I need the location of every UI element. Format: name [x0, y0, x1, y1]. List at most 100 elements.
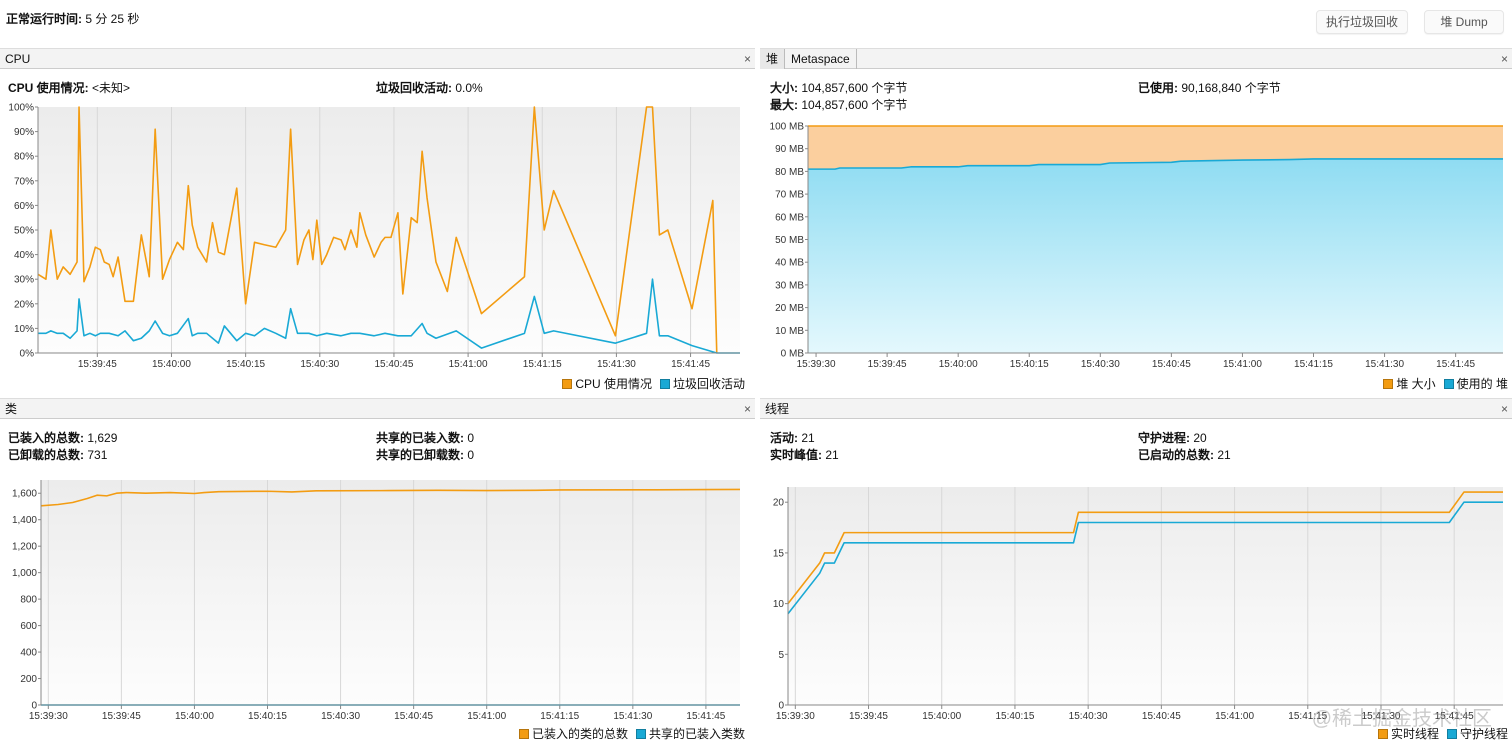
x-tick-label: 15:39:30 [29, 711, 68, 722]
x-tick-label: 15:40:15 [248, 711, 287, 722]
classes-panel-title: 类 [5, 402, 18, 416]
heap-chart: 15:39:30 15:39:45 15:40:00 15:40:15 15:40:30… [770, 122, 1503, 370]
series-line-1 [808, 158, 1503, 170]
blue-swatch-icon [1443, 379, 1454, 389]
label: 已装入的总数: [8, 431, 84, 445]
series-line-1 [38, 278, 740, 354]
cpu-panel-title: CPU [5, 52, 31, 66]
x-tick-label: 15:41:15 [1294, 359, 1333, 370]
x-tick-label: 15:41:30 [613, 711, 652, 722]
series-area-1 [808, 158, 1503, 353]
perform-gc-button[interactable]: 执行垃圾回收 [1316, 10, 1408, 34]
heap-size-label: 大小: [770, 81, 798, 95]
value: 0 [467, 431, 475, 445]
x-tick-label: 15:40:45 [1142, 711, 1181, 722]
threads-legend: 实时线程 守护线程 [1377, 725, 1508, 742]
gc-activity-label: 垃圾回收活动: [376, 81, 452, 95]
x-tick-label: 15:41:00 [1215, 711, 1254, 722]
x-tick-label: 15:39:45 [78, 359, 117, 370]
y-tick-label: 15 [773, 548, 785, 559]
heap-max: 最大: 104,857,600 个字节 [770, 96, 907, 113]
x-tick-label: 15:41:15 [540, 711, 579, 722]
x-tick-label: 15:40:45 [394, 711, 433, 722]
series-line-0 [37, 106, 718, 354]
legend-item: CPU 使用情况 [562, 375, 652, 392]
legend-item: 共享的已装入类数 [635, 725, 745, 742]
tab-metaspace[interactable]: Metaspace [785, 49, 857, 69]
heap-size-value: 104,857,600 个字节 [801, 81, 908, 95]
cpu-usage-value: <未知> [92, 81, 131, 95]
legend-label: 使用的 堆 [1456, 377, 1508, 391]
y-tick-label: 20% [14, 299, 34, 310]
x-tick-label: 15:40:45 [1152, 359, 1191, 370]
x-tick-label: 15:39:45 [102, 711, 141, 722]
threads-panel-title: 线程 [765, 402, 790, 416]
uptime: 正常运行时间: 5 分 25 秒 [6, 10, 139, 27]
x-tick-label: 15:39:30 [776, 711, 815, 722]
y-tick-label: 40 MB [775, 258, 804, 269]
y-tick-label: 400 [20, 648, 37, 659]
classes-chart: 15:39:30 15:39:45 15:40:00 15:40:15 15:40:30… [12, 480, 741, 722]
blue-swatch-icon [635, 729, 646, 739]
label: 已启动的总数: [1138, 448, 1214, 462]
y-tick-label: 80% [14, 152, 34, 163]
uptime-label: 正常运行时间: [6, 12, 82, 26]
x-tick-label: 15:39:30 [797, 359, 836, 370]
value: 21 [1217, 448, 1231, 462]
y-tick-label: 1,400 [12, 515, 37, 526]
plot-background [41, 480, 740, 705]
plot-background [38, 107, 740, 353]
gc-activity-value: 0.0% [455, 81, 483, 95]
x-tick-label: 15:40:00 [152, 359, 191, 370]
watermark: @稀土掘金技术社区 [1311, 708, 1492, 730]
orange-swatch-icon [562, 379, 573, 389]
close-icon[interactable]: × [1500, 402, 1508, 416]
cpu-chart: 15:39:45 15:40:00 15:40:15 15:40:30 15:40:45… [8, 103, 740, 370]
y-tick-label: 60% [14, 201, 34, 212]
close-icon[interactable]: × [743, 402, 751, 416]
label: 共享的已卸载数: [376, 448, 464, 462]
y-tick-label: 0 MB [781, 349, 805, 360]
legend-item: 守护线程 [1446, 725, 1508, 742]
x-tick-label: 15:39:45 [868, 359, 907, 370]
y-tick-label: 70 MB [775, 190, 804, 201]
x-tick-label: 15:40:00 [922, 711, 961, 722]
x-tick-label: 15:40:15 [226, 359, 265, 370]
legend-label: 实时线程 [1390, 727, 1439, 741]
label: 共享的已装入数: [376, 431, 464, 445]
heap-used-value: 90,168,840 个字节 [1181, 81, 1281, 95]
shared-loaded: 共享的已装入数: 0 [376, 429, 474, 446]
y-tick-label: 1,000 [12, 568, 37, 579]
classes-legend: 已装入的类的总数 共享的已装入类数 [518, 725, 745, 742]
x-tick-label: 15:41:15 [1288, 711, 1327, 722]
orange-swatch-icon [1383, 379, 1394, 389]
x-tick-label: 15:41:15 [523, 359, 562, 370]
y-tick-label: 200 [20, 674, 37, 685]
tab-heap[interactable]: 堆 [760, 49, 786, 69]
y-tick-label: 50% [14, 226, 34, 237]
close-icon[interactable]: × [1500, 52, 1508, 66]
x-tick-label: 15:41:00 [467, 711, 506, 722]
heap-dump-button[interactable]: 堆 Dump [1424, 10, 1504, 34]
heap-max-label: 最大: [770, 98, 798, 112]
legend-item: 垃圾回收活动 [659, 375, 745, 392]
series-line-0 [40, 488, 741, 507]
x-tick-label: 15:40:00 [175, 711, 214, 722]
y-tick-label: 80 MB [775, 167, 804, 178]
y-tick-label: 30% [14, 275, 34, 286]
cpu-legend: CPU 使用情况 垃圾回收活动 [562, 375, 745, 392]
series-line-0 [787, 491, 1503, 605]
heap-max-value: 104,857,600 个字节 [801, 98, 908, 112]
y-tick-label: 0% [20, 349, 35, 360]
heap-size: 大小: 104,857,600 个字节 [770, 79, 907, 96]
value: 20 [1193, 431, 1207, 445]
value: 0 [467, 448, 475, 462]
close-icon[interactable]: × [743, 52, 751, 66]
cpu-usage-label: CPU 使用情况: [8, 81, 89, 95]
y-tick-label: 100% [8, 103, 34, 114]
y-tick-label: 10 MB [775, 326, 804, 337]
x-tick-label: 15:41:45 [1435, 711, 1474, 722]
y-tick-label: 1,200 [12, 542, 37, 553]
label: 已卸载的总数: [8, 448, 84, 462]
y-tick-label: 0 [31, 701, 37, 712]
